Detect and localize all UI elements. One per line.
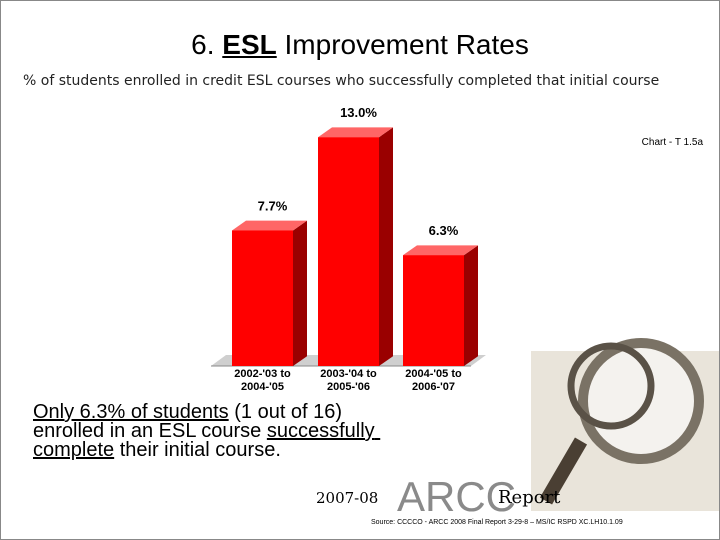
bar [403,255,464,366]
bar-side [379,127,393,367]
footer-brand: ARCC [397,473,517,520]
text-segment: Only 6.3% of students [33,401,229,423]
text-segment: 6. [191,29,223,60]
footer-report: Report [498,487,561,508]
text-segment: their initial course. [114,439,281,461]
bar-top [403,245,478,256]
value-label: 13.0% [340,105,377,120]
bar-top [232,220,307,231]
source: Source: CCCCO - ARCC 2008 Final Report 3… [371,519,623,526]
bar-side [464,245,478,366]
bar [318,137,379,366]
bar-side [293,220,307,366]
value-label: 6.3% [429,223,459,238]
slide-title: 6. ESL Improvement Rates [1,29,719,61]
x-tick-label: 2002-'03 to 2004-'05 [234,368,291,393]
x-tick-label: 2003-'04 to 2005-'06 [320,368,377,393]
bar [232,230,293,366]
footer-year: 2007-08 [316,489,379,507]
x-tick-label: 2004-'05 to 2006-'07 [405,368,462,393]
body-text: Only 6.3% of students (1 out of 16) enro… [33,401,403,461]
magnifier [531,338,719,511]
subtitle: % of students enrolled in credit ESL cou… [23,73,660,89]
text-segment: Improvement Rates [276,29,529,60]
chart-note: Chart - T 1.5a [641,137,703,148]
bar-top [318,127,393,138]
text-segment: (1 out of 16) enrolled in an ESL course [33,401,348,442]
value-label: 7.7% [258,198,288,213]
text-segment: successfully complete [33,420,381,461]
text-segment: ESL [222,29,277,60]
